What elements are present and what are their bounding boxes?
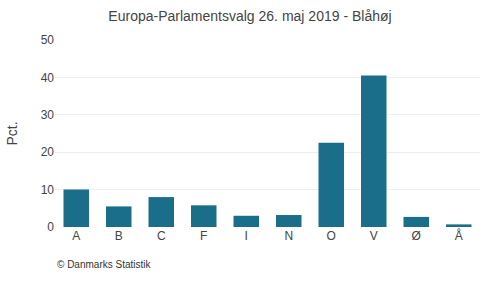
svg-text:C: C (157, 229, 166, 243)
svg-text:Pct.: Pct. (4, 121, 20, 145)
svg-text:N: N (284, 229, 293, 243)
svg-text:20: 20 (41, 145, 55, 159)
svg-text:Europa-Parlamentsvalg 26. maj: Europa-Parlamentsvalg 26. maj 2019 - Blå… (108, 8, 391, 24)
svg-text:50: 50 (41, 33, 55, 47)
svg-text:B: B (115, 229, 123, 243)
svg-text:V: V (370, 229, 378, 243)
svg-text:O: O (327, 229, 336, 243)
svg-text:A: A (72, 229, 80, 243)
svg-text:F: F (200, 229, 207, 243)
svg-text:© Danmarks Statistik: © Danmarks Statistik (57, 259, 152, 270)
svg-text:10: 10 (41, 183, 55, 197)
svg-text:Å: Å (455, 228, 463, 243)
svg-text:40: 40 (41, 71, 55, 85)
svg-text:30: 30 (41, 108, 55, 122)
svg-text:Ø: Ø (412, 229, 421, 243)
svg-text:0: 0 (47, 220, 54, 234)
svg-text:I: I (245, 229, 248, 243)
